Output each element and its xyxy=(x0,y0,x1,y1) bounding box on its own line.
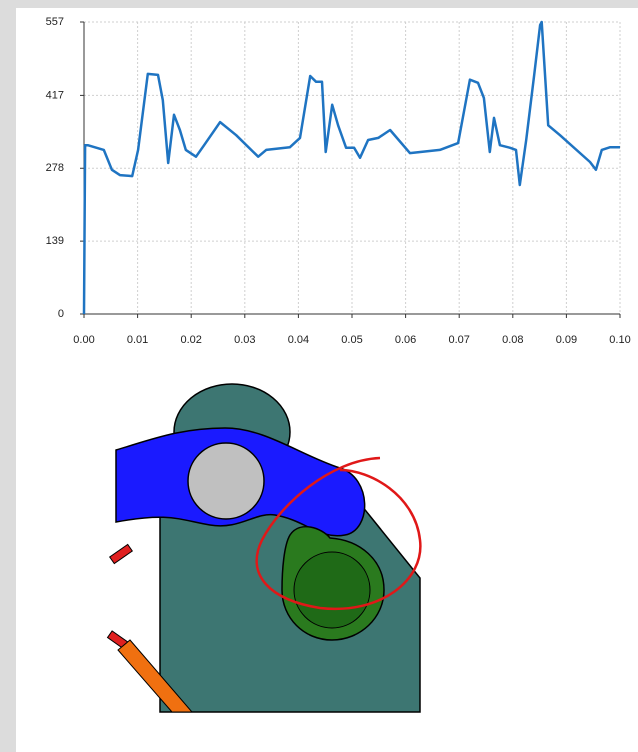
screen: 0 139 278 417 557 0.00 0.01 0.02 0.03 0.04 0.05 0.0… xyxy=(0,0,638,752)
y-tick-label: 278 xyxy=(46,162,64,174)
x-tick-label: 0.09 xyxy=(556,334,577,346)
x-tick-label: 0.01 xyxy=(127,334,148,346)
pivot-pin xyxy=(188,443,264,519)
x-tick-label: 0.04 xyxy=(288,334,309,346)
x-tick-label: 0.06 xyxy=(395,334,416,346)
page: {"chart_data": {"type": "line", "color":… xyxy=(0,0,638,752)
x-tick-label: 0.08 xyxy=(502,334,523,346)
y-tick-label: 417 xyxy=(46,89,64,101)
x-tick-label: 0.02 xyxy=(180,334,201,346)
x-tick-label: 0.10 xyxy=(609,334,630,346)
x-tick-label: 0.05 xyxy=(341,334,362,346)
x-tick-label: 0.03 xyxy=(234,334,255,346)
x-tick-label: 0.00 xyxy=(73,334,94,346)
y-tick-label: 557 xyxy=(46,16,64,28)
y-tick-label: 0 xyxy=(58,308,64,320)
x-tick-label: 0.07 xyxy=(448,334,469,346)
y-tick-label: 139 xyxy=(46,235,64,247)
cam-hub xyxy=(294,552,370,628)
